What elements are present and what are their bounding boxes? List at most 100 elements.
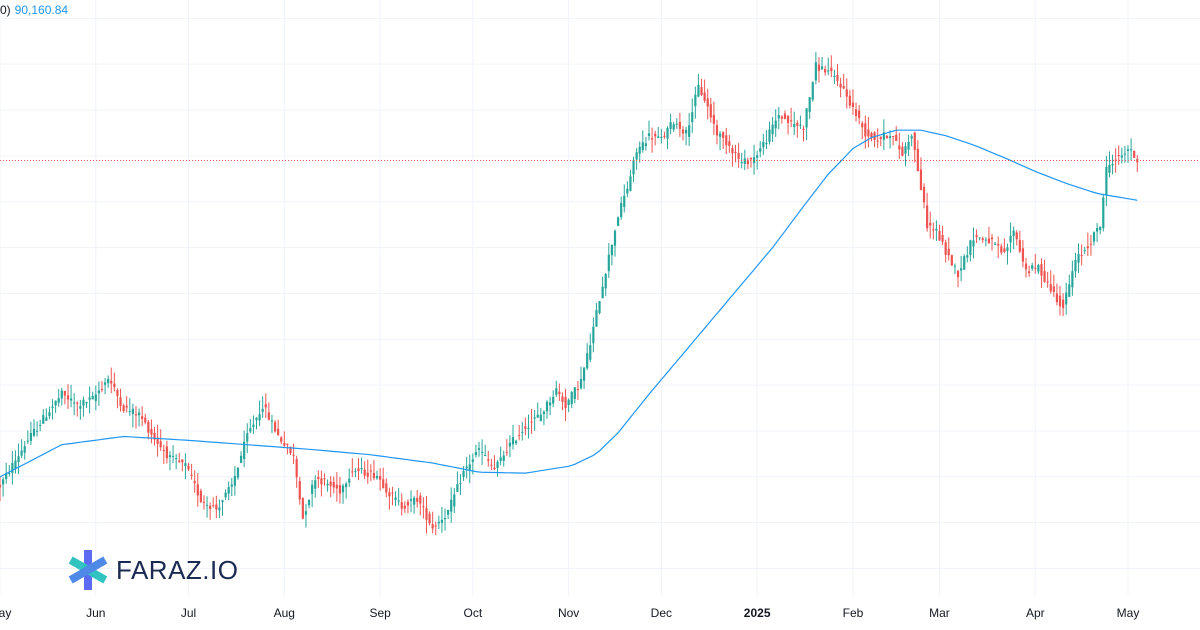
candle-body [1123,153,1127,155]
candle-body [1068,284,1071,297]
candle-body [817,64,821,71]
candle-body [842,86,845,89]
candle-body [1,479,5,485]
candle-body [413,497,416,505]
candle-body [768,129,771,142]
candle-body [892,136,895,138]
candle-body [885,135,889,138]
candle-body [326,483,329,486]
brand-logo: FARAZ.IO [66,548,238,592]
candle-body [963,256,966,270]
candle-body [103,382,107,385]
candle-body [978,237,981,239]
candle-body [1018,239,1021,252]
candle-body [793,124,796,127]
candle-body [1040,264,1043,276]
candle-body [1046,281,1049,283]
candle-body [669,122,672,129]
candle-body [601,286,604,299]
candle-body [1092,232,1096,242]
candle-body [638,146,641,154]
candle-body [790,120,793,122]
candle-body [966,255,969,258]
candle-body [26,440,29,442]
candle-body [728,141,731,146]
candle-body [443,517,447,520]
candle-body [116,390,119,397]
candle-body [650,138,654,140]
candle-body [960,268,963,271]
candle-body [802,129,805,131]
candle-body [462,470,465,477]
candle-body [153,432,156,440]
candle-body [975,235,978,238]
candle-body [181,459,184,463]
candle-body [246,433,249,442]
ma-value: 90,160.84 [14,3,69,17]
ma-legend: 0) 90,160.84 [0,3,68,17]
candle-body [542,411,546,415]
candle-body [851,102,855,107]
candle-body [576,388,580,390]
candle-body [684,129,688,134]
candle-body [938,231,941,241]
candle-body [827,70,830,72]
candle-body [657,136,660,138]
candle-body [141,416,144,420]
candle-body [490,464,493,466]
candle-body [922,186,926,203]
x-axis-label: May [1117,606,1140,620]
candle-body [264,404,267,408]
x-axis-label: Aug [274,606,295,620]
candle-body [1111,164,1114,166]
candle-body [505,451,508,453]
candle-body [255,417,258,421]
candle-body [450,499,453,512]
candle-body [1089,243,1093,245]
x-axis-label: Jun [86,606,105,620]
candle-body [567,399,570,405]
moving-average-line [0,129,1138,478]
candle-body [184,463,187,467]
candle-body [888,136,892,139]
x-axis-label: Nov [558,606,579,620]
candle-body [215,504,218,510]
candle-body [453,494,456,507]
candle-body [524,426,527,429]
candle-body [956,270,960,278]
candle-body [218,507,221,511]
candle-body [759,148,762,152]
candle-body [502,455,505,461]
candle-body [737,153,740,159]
candle-body [972,240,975,247]
candle-body [950,255,953,266]
candle-body [511,437,515,445]
x-axis-label: 2025 [744,606,771,620]
candle-body [898,145,901,150]
candle-body [984,239,987,241]
candle-body [1126,149,1130,152]
candle-body [1031,265,1034,269]
candle-body [579,378,583,389]
candle-body [51,406,54,408]
candle-body [147,421,150,433]
candle-body [518,434,521,436]
candle-body [187,465,190,470]
candle-body [508,442,512,447]
candle-body [39,425,42,427]
candle-body [360,467,363,470]
candle-body [1037,264,1040,272]
candle-body [786,115,790,123]
candle-body [69,398,73,401]
candle-body [134,414,138,416]
candle-body [388,492,391,497]
candle-body [953,265,957,267]
candle-body [1012,230,1015,237]
candle-body [632,160,635,175]
candle-body [224,492,227,498]
candle-body [1080,255,1083,257]
candle-body [233,475,236,486]
candle-body [709,104,712,118]
candle-body [641,142,644,150]
